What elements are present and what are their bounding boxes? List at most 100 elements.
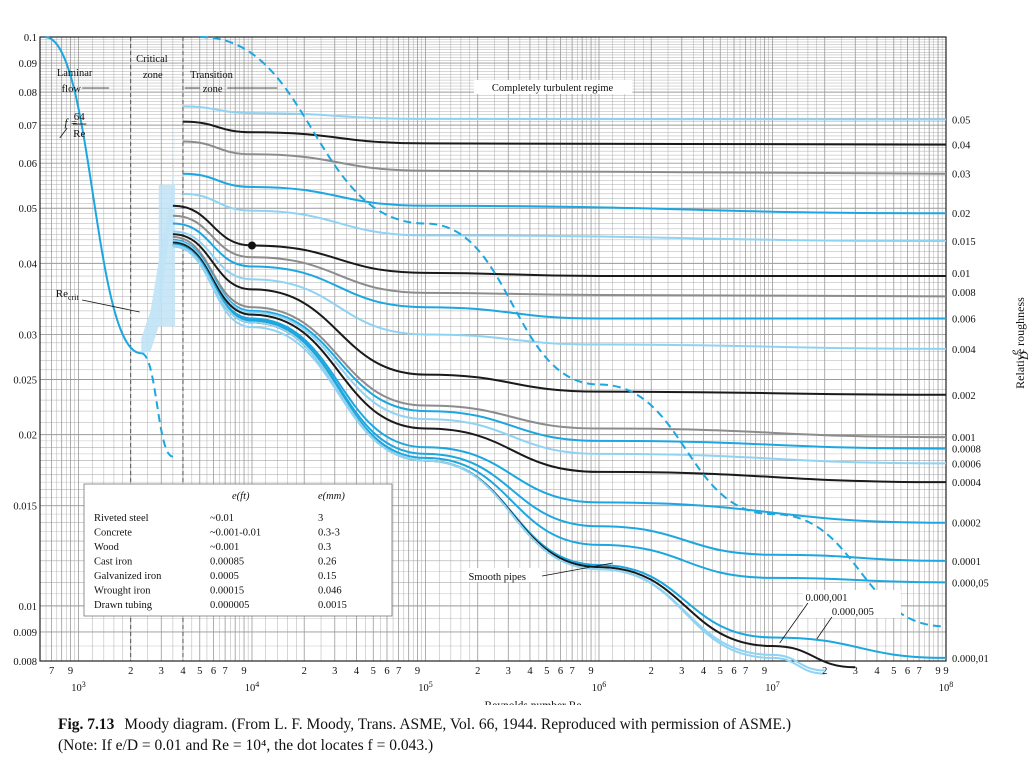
roughness-label-0-01: 0.01 (952, 269, 970, 280)
y-tick-label: 0.05 (19, 204, 37, 215)
series-line (172, 238, 947, 450)
example-point (247, 241, 256, 250)
x-tick-label: 4 (180, 666, 186, 677)
y-tick-label: 0.08 (19, 88, 37, 99)
x-tick-label: 9 (241, 666, 246, 677)
roughness-table-emm: 3 (318, 513, 323, 524)
x-tick-label: 3 (679, 666, 684, 677)
series-line (172, 230, 947, 350)
laminar-equation-num: 64 (74, 111, 86, 123)
x-tick-label: 2 (128, 666, 133, 677)
x-tick-label: 7 (743, 666, 748, 677)
right-axis-d-label: D (1017, 351, 1031, 361)
smooth-pipes-leader (542, 562, 613, 577)
series-line (182, 192, 947, 242)
annotation-laminar-flow: flow (62, 84, 82, 95)
right-axis-title: Relative roughness (1013, 297, 1027, 389)
x-tick-label: 3 (853, 666, 858, 677)
x-tick-label: 5 (718, 666, 723, 677)
series-line (182, 140, 947, 175)
roughness-table-emm: 0.26 (318, 557, 336, 568)
roughness-label-0-03: 0.03 (952, 170, 970, 181)
caption-line-1: Fig. 7.13 Moody diagram. (From L. F. Moo… (58, 714, 1018, 735)
y-tick-label: 0.01 (19, 602, 37, 613)
x-tick-label: 2 (822, 666, 827, 677)
series-line (172, 239, 947, 465)
roughness-label-0-04: 0.04 (952, 141, 971, 152)
fine-label-0-000-001: 0.000,001 (806, 593, 848, 604)
roughness-table-header-mm: e(mm) (318, 491, 345, 502)
fine-leader-1 (779, 602, 809, 644)
roughness-table-material: Riveted steel (94, 513, 149, 524)
x-tick-label: 3 (159, 666, 164, 677)
x-decade-label: 103 (71, 680, 86, 694)
x-tick-label: 5 (544, 666, 549, 677)
x-tick-label: 7 (396, 666, 401, 677)
laminar-equation-leader (59, 127, 68, 139)
annotation-critical: Critical (136, 54, 168, 65)
roughness-table-material: Wrought iron (94, 586, 151, 597)
caption-text: Moody diagram. (From L. F. Moody, Trans.… (124, 716, 791, 733)
roughness-label-0-0004: 0.0004 (952, 478, 982, 489)
x-tick-label: 7 (569, 666, 574, 677)
laminar-equation-den: Re (73, 128, 85, 140)
roughness-table-box (83, 483, 393, 617)
x-tick-label: 9 (762, 666, 767, 677)
caption-label: Fig. 7.13 (58, 716, 115, 733)
annotation-critical-zone: zone (143, 70, 163, 81)
x-tick-label: 9 (943, 666, 948, 677)
smooth-label-bg (465, 568, 543, 582)
laminar-equation-f: f = (64, 117, 77, 129)
x-tick-label: 6 (905, 666, 910, 677)
series-line (172, 236, 947, 439)
x-tick-label: 5 (197, 666, 202, 677)
y-tick-label: 0.008 (13, 657, 37, 668)
roughness-table-eft: 0.00085 (210, 557, 244, 568)
series-line (172, 222, 946, 320)
series-line (182, 120, 947, 146)
roughness-table-emm: 0.0015 (318, 600, 347, 611)
series-line (172, 233, 947, 396)
annotation-laminar: Laminar (57, 68, 93, 79)
x-decade-label: 107 (765, 680, 780, 694)
y-tick-label: 0.02 (19, 431, 37, 442)
y-tick-label: 0.04 (19, 259, 38, 270)
x-tick-label: 9 (935, 666, 940, 677)
roughness-label-0-0006: 0.0006 (952, 459, 981, 470)
roughness-table-material: Galvanized iron (94, 571, 162, 582)
x-tick-label: 3 (332, 666, 337, 677)
series-line (182, 105, 947, 121)
x-tick-label: 7 (222, 666, 227, 677)
roughness-table-eft: ~0.001 (210, 542, 239, 553)
x-tick-label: 5 (371, 666, 376, 677)
series-line (172, 241, 947, 484)
annotation-turbulent: Completely turbulent regime (492, 83, 614, 94)
recrit-leader (82, 299, 140, 313)
y-tick-label: 0.03 (19, 330, 37, 341)
series-line (182, 172, 947, 215)
y-tick-label: 0.009 (13, 628, 37, 639)
critical-zone-band-upper (158, 184, 176, 327)
x-tick-label: 5 (891, 666, 896, 677)
x-tick-label: 9 (588, 666, 593, 677)
roughness-table-eft: ~0.01 (210, 513, 234, 524)
series-line (172, 243, 947, 562)
x-tick-label: 6 (211, 666, 216, 677)
y-tick-label: 0.09 (19, 59, 37, 70)
roughness-label-0-000-01: 0.000,01 (952, 654, 989, 665)
x-tick-label: 7 (49, 666, 54, 677)
roughness-label-0-000-05: 0.000,05 (952, 578, 989, 589)
x-tick-label: 6 (384, 666, 389, 677)
x-axis-title: Reynolds number Re (484, 700, 581, 705)
series-line (140, 352, 174, 458)
x-tick-label: 2 (475, 666, 480, 677)
x-tick-label: 6 (731, 666, 736, 677)
series-line (172, 243, 947, 524)
x-tick-label: 4 (354, 666, 360, 677)
x-tick-label: 6 (558, 666, 563, 677)
fine-label-bg (803, 590, 901, 618)
fine-leader-2 (816, 616, 833, 640)
x-decade-label: 108 (939, 680, 954, 694)
x-tick-label: 4 (701, 666, 707, 677)
